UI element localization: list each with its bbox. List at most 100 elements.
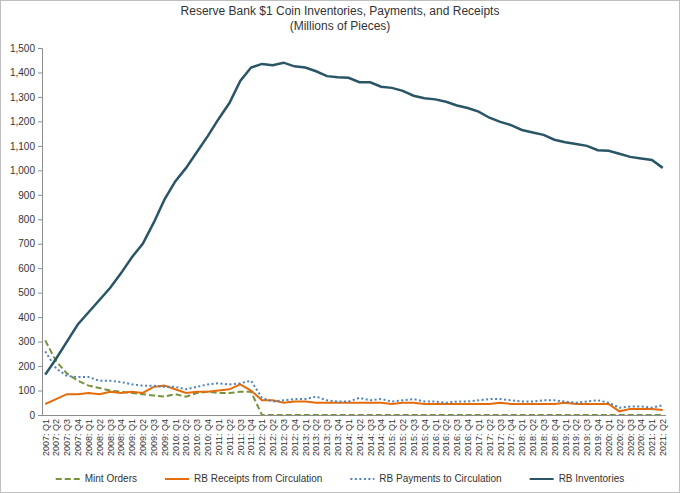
y-axis-line xyxy=(38,49,43,416)
x-tick: 2015: Q3 xyxy=(409,415,419,456)
x-tick: 2016: Q3 xyxy=(452,415,462,456)
x-tick: 2017: Q3 xyxy=(496,415,506,456)
x-tick: 2018: Q4 xyxy=(550,415,560,456)
x-tick-label: 2017: Q3 xyxy=(496,419,506,456)
legend-item: RB Receipts from Circulation xyxy=(165,473,322,484)
y-tick: 1,300 xyxy=(10,92,42,103)
x-tick-label: 2015: Q4 xyxy=(420,419,430,456)
x-tick-label: 2012: Q2 xyxy=(268,419,278,456)
x-axis: 2007: Q12007: Q22007: Q32007: Q42008: Q1… xyxy=(41,415,669,456)
chart-frame xyxy=(1,1,680,493)
y-tick-label: 1,100 xyxy=(10,141,35,152)
x-tick: 2015: Q2 xyxy=(398,415,408,456)
x-tick: 2021: Q2 xyxy=(658,415,668,456)
y-tick-label: 300 xyxy=(18,336,35,347)
x-tick-label: 2016: Q2 xyxy=(441,419,451,456)
y-tick-label: 200 xyxy=(18,361,35,372)
y-tick-label: 0 xyxy=(29,410,35,421)
x-tick: 2016: Q1 xyxy=(431,415,441,456)
x-tick-label: 2015: Q2 xyxy=(398,419,408,456)
x-tick: 2011: Q2 xyxy=(225,415,235,455)
x-tick-label: 2013: Q4 xyxy=(333,419,343,456)
y-tick-mark xyxy=(38,97,42,98)
x-tick-label: 2009: Q2 xyxy=(138,419,148,456)
x-tick: 2016: Q4 xyxy=(463,415,473,456)
title: Reserve Bank $1 Coin Inventories, Paymen… xyxy=(181,4,500,18)
x-tick-label: 2021: Q2 xyxy=(658,419,668,456)
x-tick: 2007: Q3 xyxy=(62,415,72,456)
x-tick: 2017: Q1 xyxy=(474,415,484,456)
y-tick: 400 xyxy=(18,312,42,323)
y-tick-label: 100 xyxy=(18,385,35,396)
x-tick: 2009: Q3 xyxy=(149,415,159,456)
y-tick-label: 700 xyxy=(18,238,35,249)
y-tick-mark xyxy=(38,219,42,220)
x-tick-label: 2011: Q3 xyxy=(236,419,246,455)
y-tick-label: 1,200 xyxy=(10,116,35,127)
x-tick: 2009: Q2 xyxy=(138,415,148,456)
x-tick: 2010: Q3 xyxy=(192,415,202,456)
x-tick-label: 2016: Q1 xyxy=(431,419,441,456)
series-line xyxy=(45,351,663,407)
y-tick-mark xyxy=(38,170,42,171)
x-axis-line xyxy=(42,415,666,416)
y-tick-label: 800 xyxy=(18,214,35,225)
series-line xyxy=(45,384,663,411)
series-line xyxy=(45,63,663,375)
legend-swatch xyxy=(56,478,80,480)
x-tick-label: 2007: Q3 xyxy=(62,419,72,456)
y-tick-mark xyxy=(38,317,42,318)
x-tick-label: 2008: Q3 xyxy=(106,419,116,456)
x-tick-label: 2011: Q2 xyxy=(225,419,235,455)
x-tick-label: 2009: Q1 xyxy=(127,419,137,456)
y-tick-mark xyxy=(38,195,42,196)
x-tick: 2019: Q3 xyxy=(582,415,592,456)
y-tick-mark xyxy=(38,415,42,416)
x-tick-label: 2014: Q3 xyxy=(366,419,376,456)
y-tick-label: 1,000 xyxy=(10,165,35,176)
x-tick-label: 2018: Q3 xyxy=(539,419,549,456)
x-tick: 2012: Q4 xyxy=(290,415,300,456)
x-tick: 2014: Q3 xyxy=(366,415,376,456)
x-tick: 2013: Q1 xyxy=(301,415,311,456)
x-tick-label: 2013: Q3 xyxy=(322,419,332,456)
y-tick: 200 xyxy=(18,361,42,372)
x-tick: 2013: Q3 xyxy=(322,415,332,456)
x-tick-label: 2017: Q2 xyxy=(485,419,495,456)
x-tick: 2019: Q1 xyxy=(561,415,571,456)
x-tick: 2016: Q2 xyxy=(441,415,451,456)
x-tick-label: 2019: Q1 xyxy=(561,419,571,456)
x-tick-label: 2018: Q2 xyxy=(528,419,538,456)
x-tick: 2008: Q3 xyxy=(106,415,116,456)
y-tick: 600 xyxy=(18,263,42,274)
x-tick-label: 2016: Q3 xyxy=(452,419,462,456)
x-tick-label: 2019: Q4 xyxy=(593,419,603,456)
x-tick: 2013: Q4 xyxy=(333,415,343,456)
x-tick: 2012: Q3 xyxy=(279,415,289,456)
y-tick-label: 400 xyxy=(18,312,35,323)
x-tick-label: 2010: Q4 xyxy=(203,419,213,456)
y-tick-mark xyxy=(38,366,42,367)
x-tick: 2019: Q2 xyxy=(571,415,581,456)
y-tick-mark xyxy=(38,268,42,269)
y-tick: 1,200 xyxy=(10,116,42,127)
x-tick-label: 2021: Q1 xyxy=(647,419,657,456)
plot: 01002003004005006007008009001,0001,1001,… xyxy=(10,43,668,456)
y-tick: 300 xyxy=(18,336,42,347)
x-tick: 2009: Q4 xyxy=(160,415,170,456)
y-tick-label: 1,400 xyxy=(10,67,35,78)
x-tick-label: 2012: Q3 xyxy=(279,419,289,456)
x-tick: 2019: Q4 xyxy=(593,415,603,456)
x-tick: 2018: Q1 xyxy=(517,415,527,456)
y-tick: 1,400 xyxy=(10,67,42,78)
x-tick-label: 2011: Q1 xyxy=(214,419,224,455)
chart: Reserve Bank $1 Coin Inventories, Paymen… xyxy=(0,0,680,493)
x-tick-label: 2017: Q4 xyxy=(506,419,516,456)
x-tick-label: 2012: Q1 xyxy=(257,419,267,456)
x-tick: 2008: Q4 xyxy=(116,415,126,456)
x-tick: 2007: Q1 xyxy=(41,415,51,456)
x-tick: 2008: Q2 xyxy=(95,415,105,456)
x-tick-label: 2020: Q3 xyxy=(626,419,636,456)
x-tick: 2008: Q1 xyxy=(84,415,94,456)
x-tick: 2015: Q4 xyxy=(420,415,430,456)
